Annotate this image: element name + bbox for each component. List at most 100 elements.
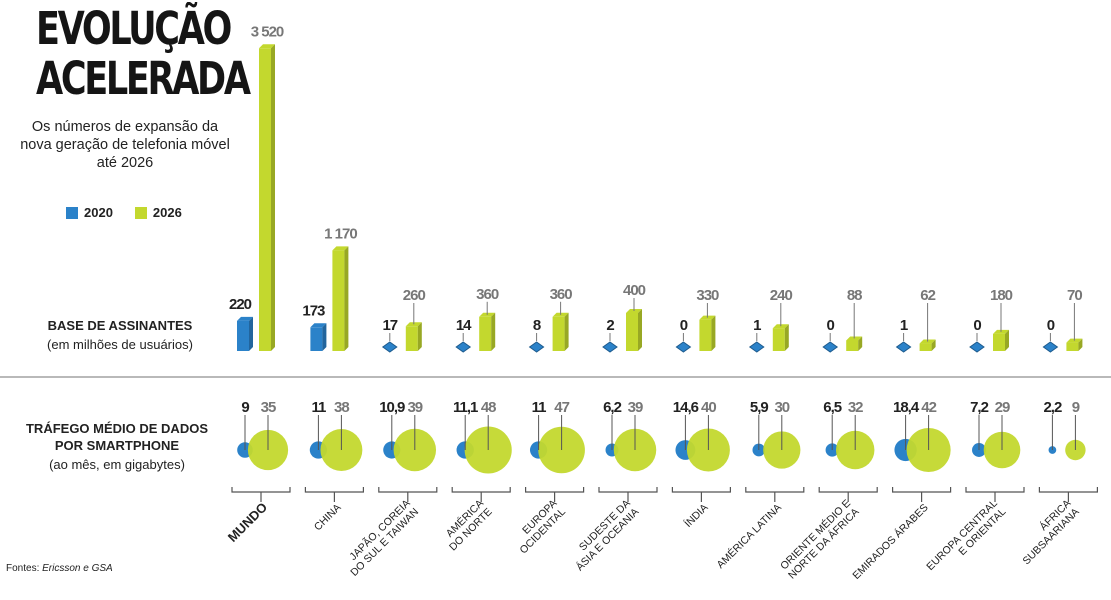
bar-2020-value-3: 14 [456,317,472,334]
bubble-2020-value-11: 2,2 [1043,399,1062,416]
bubble-2026-value-7: 30 [774,399,789,416]
bar-2026-value-7: 240 [770,287,793,304]
region-label-line-0-0: MUNDO [225,500,270,545]
bar-2026-11 [1066,342,1079,351]
bar-2026-7 [772,328,785,351]
legend-label-2020: 2020 [84,205,113,220]
bar-2026-value-3: 360 [476,286,499,303]
bar-2026-3-side [491,312,496,351]
bar-2026-3 [479,316,492,351]
bar-2026-10 [993,333,1005,351]
bar-2026-value-0: 3 520 [251,23,284,40]
bar-2026-2-side [417,322,422,351]
bubble-2020-value-4: 11 [532,399,547,416]
bar-2020-value-4: 8 [533,317,541,334]
bubble-2020-value-6: 14,6 [673,399,699,416]
region-label-line-7-0: AMÉRICA LATINA [714,501,784,571]
bar-2026-9 [919,343,932,351]
bubble-2020-value-5: 6,2 [603,399,622,416]
region-bracket-5 [598,487,658,493]
source-label: Fontes: [6,563,40,574]
bar-2026-9-side [931,339,936,351]
bar-2020-3 [455,341,472,353]
bar-2026-5 [626,313,638,351]
region-label-7: AMÉRICA LATINA [714,501,784,571]
bar-2020-2 [381,341,398,353]
bar-2026-value-6: 330 [696,287,719,304]
bubble-2020-value-0: 9 [241,399,249,416]
legend-item-2020: 2020 [66,205,113,220]
bar-2026-1-top [332,246,349,251]
bubble-2026-value-11: 9 [1072,399,1080,416]
bubble-2026-value-9: 42 [921,399,936,416]
legend-item-2026: 2026 [134,205,182,220]
bubble-2026-value-4: 47 [554,399,569,416]
bar-2020-9 [895,341,912,353]
bubble-2026-value-8: 32 [848,399,863,416]
bar-2020-0-top [237,316,253,321]
bar-2026-value-8: 88 [847,287,862,304]
region-bracket-3 [451,487,511,493]
bar-2026-value-1: 1 170 [324,225,357,242]
bar-2020-value-9: 1 [900,317,908,334]
bubble-2026-value-0: 35 [261,399,276,416]
source-note: Fontes: Ericsson e GSA [6,563,113,574]
bar-2020-value-6: 0 [680,317,688,334]
bubble-2026-value-10: 29 [995,399,1010,416]
bar-2026-11-side [1078,338,1083,351]
region-bracket-2 [378,487,438,493]
legend-label-2026: 2026 [152,205,182,220]
region-label-6: ÍNDIA [682,501,711,530]
bar-2020-1-side [322,323,327,351]
bar-2020-value-0: 220 [229,296,252,313]
bar-2026-5-side [638,309,642,351]
bar-2026-6 [699,319,712,351]
legend: 2020 2026 [66,205,182,220]
bar-2020-value-10: 0 [973,317,981,334]
bubble-2026-value-6: 40 [701,399,716,416]
region-label-line-9-0: EMIRADOS ÁRABES [850,501,931,582]
bar-2020-0-side [249,316,253,351]
subscribers-unit: (em milhões de usuários) [47,337,193,352]
bubble-2020-value-9: 18,4 [893,399,920,416]
bar-2026-0-top [259,44,275,49]
bar-2020-6 [675,341,692,353]
region-bracket-1 [304,487,364,493]
region-label-3: AMÉRICADO NORTE [438,497,495,554]
bar-2020-value-8: 0 [827,317,835,334]
traffic-unit: (ao mês, em gigabytes) [49,457,185,472]
subscribers-title: BASE DE ASSINANTES [47,318,193,333]
traffic-section-label: TRÁFEGO MÉDIO DE DADOS POR SMARTPHONE (a… [2,421,232,472]
traffic-title-line-1: TRÁFEGO MÉDIO DE DADOS [25,421,208,436]
source-names: Ericsson e GSA [42,563,113,574]
bubble-2026-value-2: 39 [407,399,422,416]
region-label-1: CHINA [312,502,344,534]
bar-2020-value-7: 1 [753,317,761,334]
bubble-2020-value-8: 6,5 [823,399,842,416]
bar-2026-0 [259,48,271,351]
region-label-10: EUROPA CENTRALE ORIENTAL [924,497,1008,581]
region-label-line-8-0: ORIENTE MÉDIO E [777,497,853,573]
bubble-2020-value-2: 10,9 [379,399,405,416]
bar-2026-value-11: 70 [1067,287,1082,304]
bar-2020-value-1: 173 [302,302,325,319]
bar-2020-1 [310,327,323,351]
bubble-2026-value-5: 39 [628,399,643,416]
bar-2026-8-side [858,336,863,351]
chart-subtitle: Os números de expansão da nova geração d… [20,119,230,171]
region-label-11: ÁFRICASUBSAARIANA [1011,497,1082,568]
bar-2026-value-4: 360 [550,286,573,303]
bar-2026-2 [405,326,418,351]
bar-2020-4 [528,341,545,353]
region-label-2: JAPÃO, COREIADO SUL E TAIWAN [339,497,421,579]
bar-2026-value-9: 62 [920,287,935,304]
region-label-9: EMIRADOS ÁRABES [850,501,931,582]
region-label-line-1-0: CHINA [312,502,344,534]
subscribers-section-label: BASE DE ASSINANTES (em milhões de usuári… [10,318,230,352]
bar-2026-value-10: 180 [990,287,1013,304]
bar-2020-10 [969,341,985,353]
bubble-2020-value-1: 11 [311,399,326,416]
region-label-line-10-0: EUROPA CENTRAL [924,497,1000,573]
region-bracket-4 [525,487,585,493]
